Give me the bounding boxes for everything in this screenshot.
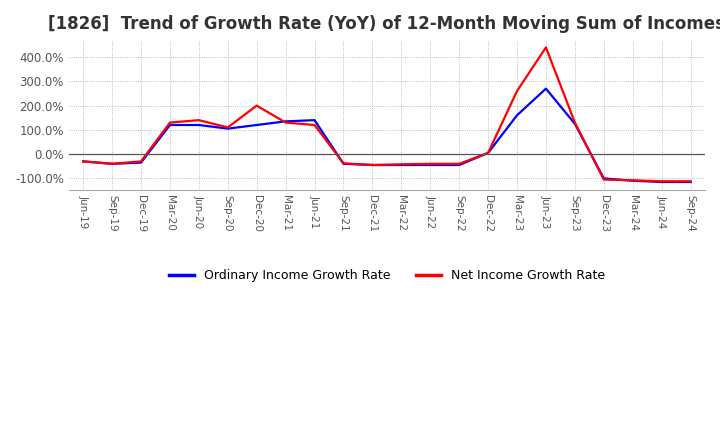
Net Income Growth Rate [397, 161, 405, 167]
Ordinary Income Growth Rate [426, 162, 435, 168]
Ordinary Income Growth Rate [629, 178, 637, 183]
Net Income Growth Rate [79, 159, 88, 164]
Net Income Growth Rate [108, 161, 117, 166]
Ordinary Income Growth Rate [79, 159, 88, 164]
Legend: Ordinary Income Growth Rate, Net Income Growth Rate: Ordinary Income Growth Rate, Net Income … [164, 264, 610, 287]
Net Income Growth Rate [339, 161, 348, 166]
Net Income Growth Rate [686, 179, 695, 184]
Net Income Growth Rate [310, 122, 319, 128]
Ordinary Income Growth Rate [223, 126, 232, 131]
Ordinary Income Growth Rate [253, 122, 261, 128]
Ordinary Income Growth Rate [310, 117, 319, 123]
Ordinary Income Growth Rate [368, 162, 377, 168]
Net Income Growth Rate [541, 45, 550, 50]
Ordinary Income Growth Rate [166, 122, 174, 128]
Net Income Growth Rate [282, 120, 290, 125]
Ordinary Income Growth Rate [484, 150, 492, 155]
Ordinary Income Growth Rate [339, 161, 348, 166]
Net Income Growth Rate [166, 120, 174, 125]
Ordinary Income Growth Rate [137, 160, 145, 165]
Ordinary Income Growth Rate [194, 122, 203, 128]
Ordinary Income Growth Rate [455, 162, 464, 168]
Net Income Growth Rate [137, 159, 145, 164]
Ordinary Income Growth Rate [108, 161, 117, 166]
Net Income Growth Rate [484, 150, 492, 155]
Net Income Growth Rate [570, 120, 579, 125]
Net Income Growth Rate [455, 161, 464, 166]
Net Income Growth Rate [253, 103, 261, 108]
Line: Ordinary Income Growth Rate: Ordinary Income Growth Rate [84, 88, 690, 182]
Title: [1826]  Trend of Growth Rate (YoY) of 12-Month Moving Sum of Incomes: [1826] Trend of Growth Rate (YoY) of 12-… [48, 15, 720, 33]
Net Income Growth Rate [657, 179, 666, 184]
Line: Net Income Growth Rate: Net Income Growth Rate [84, 48, 690, 181]
Ordinary Income Growth Rate [686, 180, 695, 185]
Ordinary Income Growth Rate [570, 121, 579, 126]
Net Income Growth Rate [194, 117, 203, 123]
Net Income Growth Rate [629, 178, 637, 183]
Ordinary Income Growth Rate [541, 86, 550, 91]
Ordinary Income Growth Rate [282, 119, 290, 124]
Ordinary Income Growth Rate [397, 162, 405, 168]
Ordinary Income Growth Rate [513, 113, 521, 118]
Net Income Growth Rate [426, 161, 435, 166]
Net Income Growth Rate [600, 177, 608, 182]
Ordinary Income Growth Rate [657, 180, 666, 185]
Net Income Growth Rate [368, 162, 377, 168]
Ordinary Income Growth Rate [600, 176, 608, 181]
Net Income Growth Rate [223, 125, 232, 130]
Net Income Growth Rate [513, 88, 521, 94]
